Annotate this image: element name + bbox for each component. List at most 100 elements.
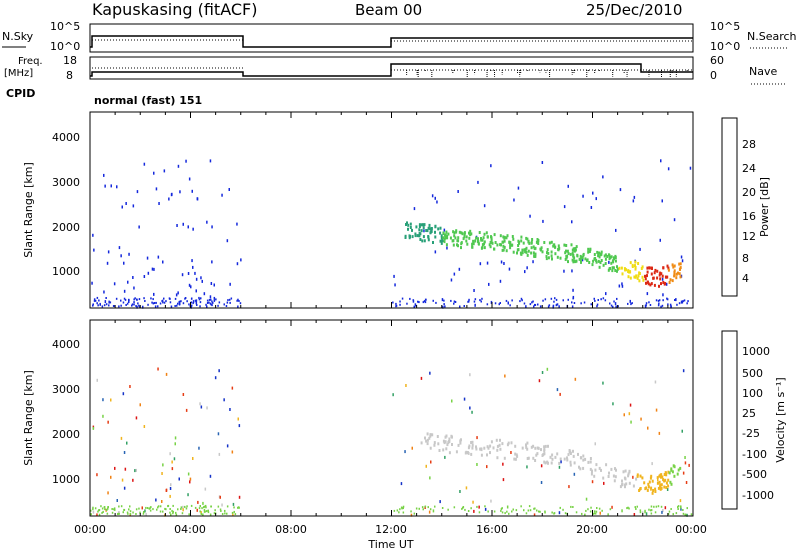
heatmap-cell <box>657 304 660 307</box>
heatmap-cell <box>496 456 499 460</box>
heatmap-cell <box>652 276 655 280</box>
heatmap-cell <box>487 510 489 513</box>
heatmap-cell <box>199 402 201 406</box>
heatmap-cell <box>176 224 178 227</box>
heatmap-cell <box>413 512 416 515</box>
vel-cbar-m1000: -1000 <box>742 489 774 502</box>
heatmap-cell <box>680 506 682 509</box>
heatmap-cell <box>621 479 623 483</box>
heatmap-cell <box>620 266 623 270</box>
heatmap-cell <box>683 299 686 302</box>
heatmap-cell <box>652 489 655 492</box>
heatmap-cell <box>180 506 183 509</box>
heatmap-cell <box>611 269 614 273</box>
heatmap-cell <box>213 296 216 300</box>
heatmap-cell <box>602 175 604 179</box>
heatmap-cell <box>677 271 679 275</box>
heatmap-cell <box>496 444 499 448</box>
heatmap-cell <box>678 262 681 266</box>
heatmap-cell <box>136 305 138 309</box>
heatmap-cell <box>560 460 562 464</box>
heatmap-cell <box>678 272 681 276</box>
heatmap-cell <box>190 504 193 507</box>
heatmap-cell <box>489 245 492 249</box>
heatmap-cell <box>460 242 463 246</box>
heatmap-cell <box>432 241 434 244</box>
heatmap-cell <box>618 266 621 270</box>
heatmap-cell <box>406 302 408 305</box>
heatmap-cell <box>191 189 193 193</box>
heatmap-cell <box>525 305 527 309</box>
heatmap-cell <box>409 226 412 229</box>
heatmap-cell <box>540 246 543 250</box>
heatmap-cell <box>584 257 587 261</box>
heatmap-cell <box>664 478 667 482</box>
heatmap-cell <box>239 302 242 305</box>
heatmap-cell <box>530 445 533 449</box>
heatmap-cell <box>544 511 546 514</box>
heatmap-cell <box>229 282 231 286</box>
heatmap-cell <box>662 509 664 512</box>
heatmap-cell <box>228 298 231 301</box>
heatmap-cell <box>653 283 656 287</box>
heatmap-cell <box>411 446 413 450</box>
heatmap-cell <box>123 451 126 454</box>
heatmap-cell <box>666 488 669 491</box>
heatmap-cell <box>408 234 411 238</box>
heatmap-cell <box>442 231 445 235</box>
heatmap-cell <box>647 426 649 430</box>
heatmap-cell <box>186 505 188 508</box>
heatmap-cell <box>543 445 546 449</box>
heatmap-cell <box>669 303 672 306</box>
heatmap-cell <box>571 301 573 304</box>
heatmap-cell <box>678 267 681 271</box>
heatmap-cell <box>424 436 426 440</box>
heatmap-cell <box>598 251 600 255</box>
heatmap-cell <box>453 272 456 276</box>
heatmap-cell <box>558 305 560 309</box>
heatmap-cell <box>644 277 647 281</box>
heatmap-cell <box>521 299 523 302</box>
heatmap-cell <box>473 300 476 303</box>
heatmap-cell <box>634 266 637 269</box>
heatmap-cell <box>443 303 445 306</box>
heatmap-cell <box>510 441 513 445</box>
heatmap-cell <box>676 472 679 476</box>
heatmap-cell <box>468 236 471 240</box>
heatmap-cell <box>450 299 452 302</box>
heatmap-cell <box>656 476 659 480</box>
heatmap-cell <box>563 243 566 247</box>
heatmap-cell <box>161 300 163 302</box>
heatmap-cell <box>684 461 687 465</box>
heatmap-cell <box>474 303 476 307</box>
heatmap-cell <box>550 250 553 254</box>
heatmap-cell <box>610 255 613 259</box>
heatmap-cell <box>661 277 664 281</box>
heatmap-cell <box>689 166 692 170</box>
heatmap-cell <box>452 230 455 234</box>
heatmap-cell <box>513 457 516 461</box>
heatmap-cell <box>545 254 548 258</box>
heatmap-cell <box>168 297 171 300</box>
heatmap-cell <box>659 277 662 281</box>
heatmap-cell <box>593 297 595 300</box>
heatmap-cell <box>686 302 688 305</box>
heatmap-cell <box>206 220 208 224</box>
heatmap-cell <box>432 299 434 302</box>
heatmap-cell <box>453 300 456 303</box>
heatmap-cell <box>567 184 569 188</box>
heatmap-cell <box>170 305 173 308</box>
heatmap-cell <box>648 480 651 484</box>
heatmap-cell <box>600 298 602 301</box>
heatmap-cell <box>195 277 198 281</box>
heatmap-cell <box>534 459 537 462</box>
heatmap-cell <box>662 266 665 270</box>
heatmap-cell <box>603 254 606 258</box>
heatmap-cell <box>132 276 134 279</box>
heatmap-cell <box>598 255 601 259</box>
heatmap-cell <box>624 485 626 489</box>
heatmap-cell <box>537 239 540 242</box>
heatmap-cell <box>442 448 445 452</box>
heatmap-cell <box>627 275 630 279</box>
cpid-label: CPID <box>6 87 35 100</box>
